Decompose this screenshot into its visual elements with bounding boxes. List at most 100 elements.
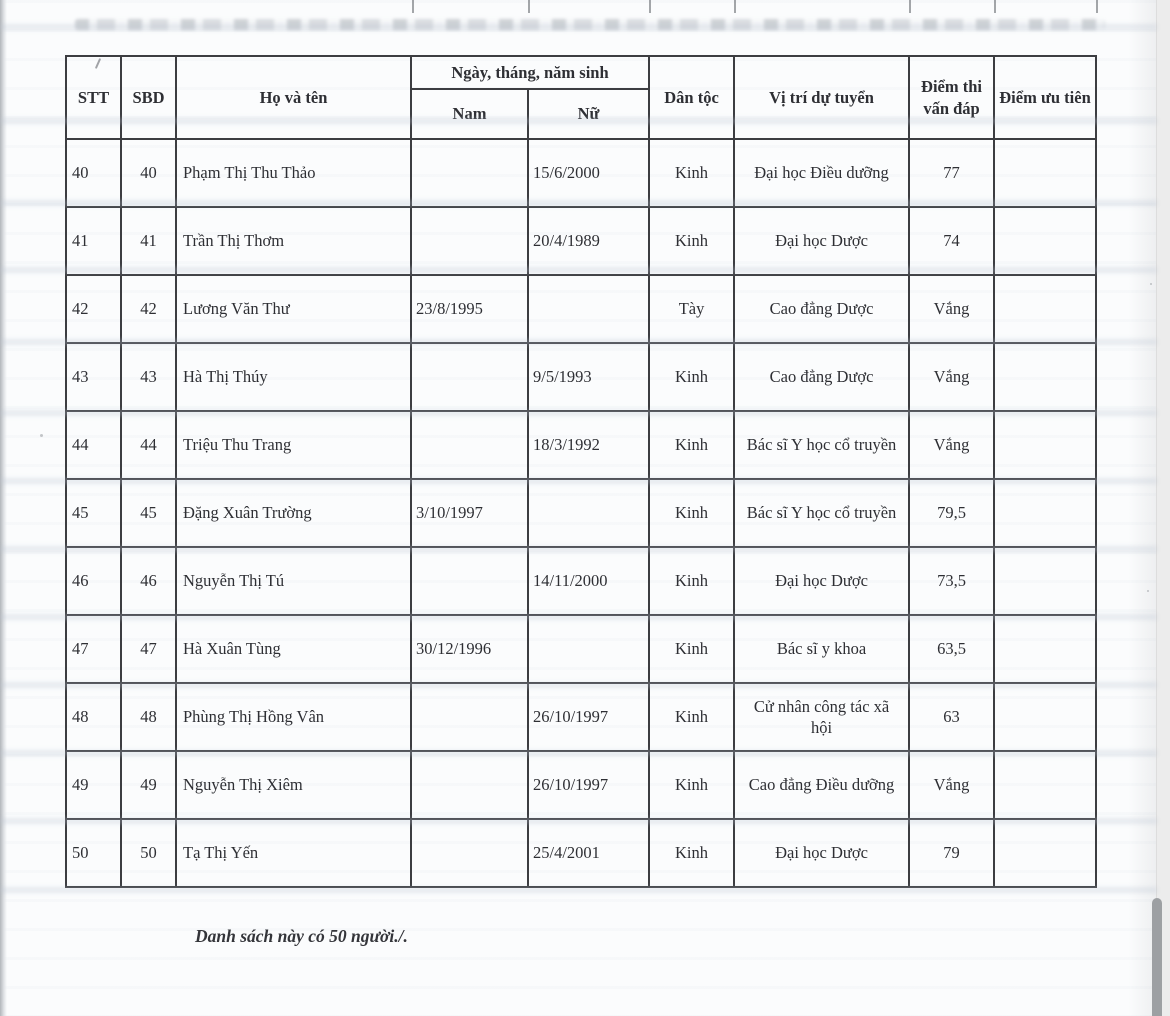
cell-sbd: 46 [120,546,177,616]
cell-dob-female: 14/11/2000 [526,546,651,616]
cell-position: Bác sĩ Y học cổ truyền [733,478,911,548]
cell-dob-female: 18/3/1992 [526,410,651,480]
header-name: Họ và tên [175,55,412,140]
cell-name: Nguyễn Thị Xiêm [175,750,412,820]
cell-priority-score [993,682,1098,752]
scan-tick [528,0,530,13]
cell-sbd: 43 [120,342,177,412]
cell-priority-score [993,342,1098,412]
cell-ethnicity: Kinh [648,410,736,480]
scan-tick [734,0,736,13]
cell-sbd: 41 [120,206,177,276]
scan-streak [0,24,1157,30]
scan-tick [909,0,911,13]
cell-priority-score [993,818,1098,888]
table-row: 40 40 Phạm Thị Thu Thảo 15/6/2000 Kinh Đ… [65,138,1098,208]
cell-dob-female: 9/5/1993 [526,342,651,412]
cell-stt: 40 [65,138,122,208]
header-ethnicity: Dân tộc [648,55,736,140]
cell-dob-female: 25/4/2001 [526,818,651,888]
cell-stt: 44 [65,410,122,480]
cell-name: Đặng Xuân Trường [175,478,412,548]
cell-priority-score [993,138,1098,208]
cell-ethnicity: Kinh [648,138,736,208]
cell-stt: 42 [65,274,122,344]
cell-ethnicity: Kinh [648,750,736,820]
cell-interview-score: 77 [908,138,996,208]
header-position: Vị trí dự tuyển [733,55,911,140]
header-dob-male: Nam [410,88,529,140]
cell-stt: 43 [65,342,122,412]
cell-sbd: 50 [120,818,177,888]
cell-interview-score: 73,5 [908,546,996,616]
cell-sbd: 48 [120,682,177,752]
scan-tick [1096,0,1098,13]
cell-sbd: 44 [120,410,177,480]
cell-stt: 45 [65,478,122,548]
cell-priority-score [993,614,1098,684]
cell-dob-male [410,138,529,208]
cell-position: Bác sĩ Y học cổ truyền [733,410,911,480]
candidate-table: STT SBD Họ và tên Ngày, tháng, năm sinh … [65,55,1098,888]
cell-ethnicity: Kinh [648,206,736,276]
cell-dob-male [410,546,529,616]
cell-dob-female: 26/10/1997 [526,682,651,752]
footer-note: Danh sách này có 50 người./. [195,926,408,946]
table-row: 50 50 Tạ Thị Yến 25/4/2001 Kinh Đại học … [65,818,1098,888]
cell-position: Cao đẳng Dược [733,274,911,344]
cell-ethnicity: Tày [648,274,736,344]
page-right-shade [1128,0,1158,1016]
cell-name: Hà Xuân Tùng [175,614,412,684]
cell-priority-score [993,478,1098,548]
cell-dob-female [526,478,651,548]
page-left-edge [0,0,7,1016]
header-dob-group: Ngày, tháng, năm sinh [409,55,651,90]
cell-dob-male [410,410,529,480]
cell-interview-score: 79,5 [908,478,996,548]
cell-stt: 46 [65,546,122,616]
cell-name: Phùng Thị Hồng Vân [175,682,412,752]
cell-ethnicity: Kinh [648,614,736,684]
cell-interview-score: Vắng [908,410,996,480]
header-interview-score: Điểm thi vấn đáp [908,55,996,140]
cell-interview-score: 79 [908,818,996,888]
header-sbd: SBD [120,55,177,140]
cell-dob-male: 3/10/1997 [410,478,529,548]
cell-dob-male [410,818,529,888]
cell-name: Hà Thị Thúy [175,342,412,412]
cell-ethnicity: Kinh [648,342,736,412]
cell-position: Cao đẳng Dược [733,342,911,412]
cell-stt: 41 [65,206,122,276]
cell-interview-score: Vắng [908,750,996,820]
cell-name: Triệu Thu Trang [175,410,412,480]
cell-ethnicity: Kinh [648,682,736,752]
scan-tick [649,0,651,13]
cell-position: Bác sĩ y khoa [733,614,911,684]
cell-dob-male [410,682,529,752]
cell-sbd: 45 [120,478,177,548]
cell-ethnicity: Kinh [648,546,736,616]
cell-priority-score [993,206,1098,276]
table-row: 42 42 Lương Văn Thư 23/8/1995 Tày Cao đẳ… [65,274,1098,344]
cell-name: Trần Thị Thơm [175,206,412,276]
scrollbar-thumb[interactable] [1152,898,1162,1016]
cell-sbd: 42 [120,274,177,344]
cell-dob-female: 15/6/2000 [526,138,651,208]
cell-dob-male: 30/12/1996 [410,614,529,684]
cell-position: Đại học Dược [733,206,911,276]
cell-sbd: 40 [120,138,177,208]
cell-ethnicity: Kinh [648,478,736,548]
cell-name: Phạm Thị Thu Thảo [175,138,412,208]
cell-name: Lương Văn Thư [175,274,412,344]
cell-dob-male: 23/8/1995 [410,274,529,344]
cell-position: Cử nhân công tác xã hội [733,682,911,752]
cell-interview-score: Vắng [908,274,996,344]
scrollbar-track[interactable] [1156,0,1170,1016]
table-row: 44 44 Triệu Thu Trang 18/3/1992 Kinh Bác… [65,410,1098,480]
table-header: STT SBD Họ và tên Ngày, tháng, năm sinh … [65,55,1098,140]
cell-dob-male [410,750,529,820]
cell-interview-score: Vắng [908,342,996,412]
cell-priority-score [993,750,1098,820]
cell-stt: 47 [65,614,122,684]
cell-priority-score [993,274,1098,344]
